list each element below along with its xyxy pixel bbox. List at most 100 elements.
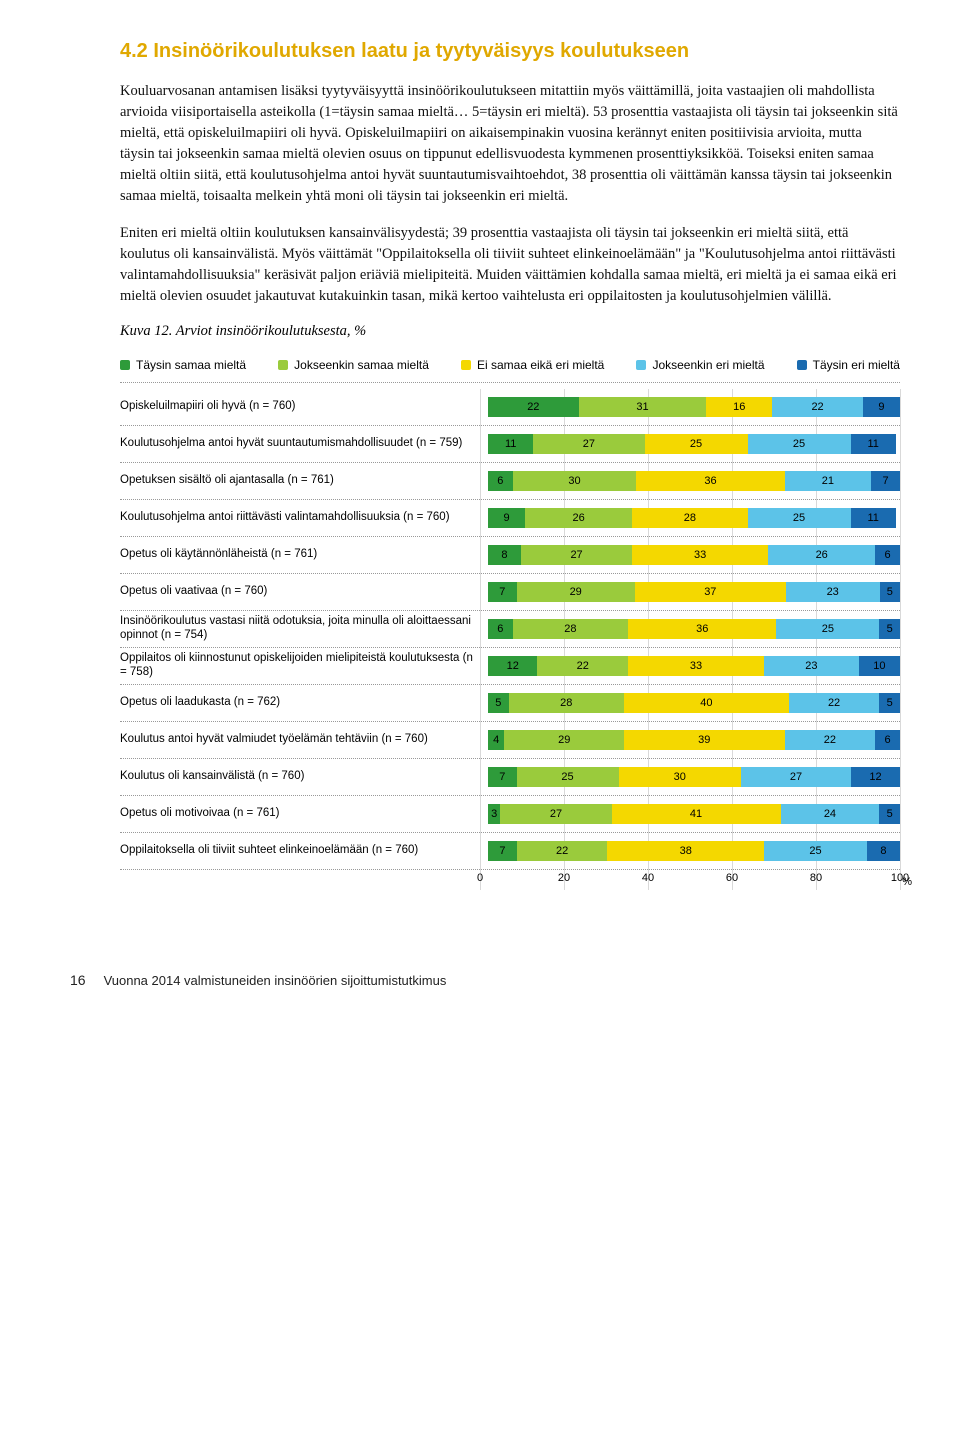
bar-segment: 12 [851,767,900,787]
legend-label: Täysin samaa mieltä [136,358,246,372]
legend-label: Jokseenkin eri mieltä [652,358,764,372]
bar-segment: 25 [764,841,867,861]
legend-swatch [636,360,646,370]
bar-segment: 25 [517,767,619,787]
bar-segment: 4 [488,730,504,750]
bar-segment: 7 [488,582,517,602]
bar-segment: 21 [785,471,872,491]
bar-segment: 6 [875,545,900,565]
chart-row: Insinöörikoulutus vastasi niitä odotuksi… [120,611,900,648]
legend-swatch [797,360,807,370]
bar-segment: 23 [764,656,859,676]
bar-track: 52840225 [488,693,900,713]
chart-row-label: Oppilaitos oli kiinnostunut opiskelijoid… [120,652,488,680]
x-tick-label: 40 [642,872,654,884]
bar-segment: 6 [875,730,900,750]
bar-segment: 38 [607,841,764,861]
section-title: 4.2 Insinöörikoulutuksen laatu ja tyytyv… [120,40,900,63]
bar-track: 223116229 [488,397,900,417]
bar-track: 72238258 [488,841,900,861]
bar-segment: 22 [537,656,628,676]
legend-label: Ei samaa eikä eri mieltä [477,358,604,372]
page-footer: 16 Vuonna 2014 valmistuneiden insinöörie… [70,972,850,988]
bar-segment: 5 [488,693,509,713]
page-number: 16 [70,972,86,988]
legend-item: Ei samaa eikä eri mieltä [461,358,604,372]
legend-label: Jokseenkin samaa mieltä [294,358,429,372]
bar-segment: 7 [488,767,517,787]
paragraph-2: Eniten eri mieltä oltiin koulutuksen kan… [120,223,900,307]
chart-x-axis: 020406080100 [480,870,900,890]
bar-segment: 27 [500,804,611,824]
chart-row: Oppilaitoksella oli tiiviit suhteet elin… [120,833,900,870]
bar-segment: 33 [628,656,764,676]
bar-segment: 11 [488,434,533,454]
bar-segment: 10 [859,656,900,676]
legend-swatch [461,360,471,370]
chart-row: Opiskeluilmapiiri oli hyvä (n = 760)2231… [120,389,900,426]
legend-item: Täysin eri mieltä [797,358,900,372]
bar-segment: 25 [748,434,851,454]
bar-segment: 30 [619,767,741,787]
bar-segment: 31 [579,397,707,417]
chart-row-label: Insinöörikoulutus vastasi niitä odotuksi… [120,615,488,643]
bar-segment: 29 [504,730,623,750]
bar-segment: 23 [786,582,880,602]
bar-segment: 5 [879,619,900,639]
percent-symbol: % [902,876,912,888]
bar-segment: 22 [517,841,608,861]
page: 4.2 Insinöörikoulutuksen laatu ja tyytyv… [0,0,960,1018]
bar-segment: 28 [632,508,747,528]
chart-row: Oppilaitos oli kiinnostunut opiskelijoid… [120,648,900,685]
x-tick-label: 60 [726,872,738,884]
bar-track: 1127252511 [488,434,900,454]
bar-segment: 25 [776,619,879,639]
chart-row: Koulutusohjelma antoi riittävästi valint… [120,500,900,537]
x-tick-label: 80 [810,872,822,884]
paragraph-1: Kouluarvosanan antamisen lisäksi tyytyvä… [120,81,900,207]
bar-track: 725302712 [488,767,900,787]
bar-segment: 7 [488,841,517,861]
bar-segment: 22 [772,397,863,417]
bar-track: 926282511 [488,508,900,528]
chart-row-label: Koulutusohjelma antoi hyvät suuntautumis… [120,437,488,451]
bar-segment: 41 [612,804,781,824]
bar-track: 42939226 [488,730,900,750]
bar-segment: 40 [624,693,789,713]
bar-segment: 5 [880,582,900,602]
x-tick-label: 0 [477,872,483,884]
bar-track: 82733266 [488,545,900,565]
bar-segment: 36 [636,471,784,491]
bar-segment: 8 [867,841,900,861]
bar-segment: 24 [781,804,880,824]
chart-row-label: Opetuksen sisältö oli ajantasalla (n = 7… [120,474,488,488]
bar-segment: 26 [768,545,875,565]
chart-row-label: Opetus oli vaativaa (n = 760) [120,585,488,599]
chart-row-label: Opetus oli motivoivaa (n = 761) [120,807,488,821]
chart-row: Koulutus oli kansainvälistä (n = 760)725… [120,759,900,796]
bar-segment: 12 [488,656,537,676]
chart-area: Opiskeluilmapiiri oli hyvä (n = 760)2231… [120,389,900,912]
chart-row: Koulutusohjelma antoi hyvät suuntautumis… [120,426,900,463]
chart-row: Opetus oli laadukasta (n = 762)52840225 [120,685,900,722]
chart-row-label: Koulutus antoi hyvät valmiudet työelämän… [120,733,488,747]
chart-row-label: Koulutus oli kansainvälistä (n = 760) [120,770,488,784]
bar-segment: 5 [879,804,900,824]
chart-row: Opetuksen sisältö oli ajantasalla (n = 7… [120,463,900,500]
bar-segment: 3 [488,804,500,824]
bar-segment: 27 [533,434,644,454]
legend-swatch [120,360,130,370]
x-tick-label: 20 [558,872,570,884]
legend-item: Jokseenkin samaa mieltä [278,358,429,372]
bar-segment: 28 [513,619,628,639]
bar-segment: 27 [741,767,851,787]
chart-row-label: Opetus oli laadukasta (n = 762) [120,696,488,710]
bar-segment: 37 [635,582,786,602]
bar-track: 1222332310 [488,656,900,676]
bar-segment: 9 [488,508,525,528]
bar-segment: 22 [785,730,876,750]
bar-track: 32741245 [488,804,900,824]
bar-segment: 33 [632,545,768,565]
bar-segment: 29 [517,582,635,602]
bar-segment: 25 [748,508,851,528]
